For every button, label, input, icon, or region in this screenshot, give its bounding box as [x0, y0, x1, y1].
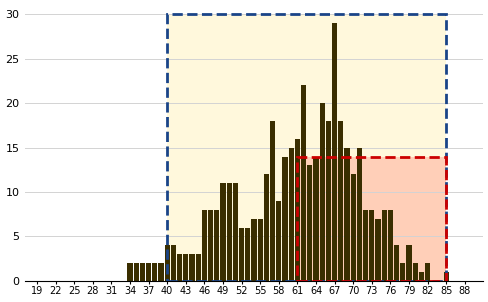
Bar	[350, 174, 355, 281]
Bar	[170, 245, 176, 281]
Bar	[140, 263, 145, 281]
Bar	[368, 210, 374, 281]
Bar	[297, 156, 446, 281]
Bar	[356, 148, 361, 281]
Bar	[399, 263, 405, 281]
Bar	[338, 121, 343, 281]
Bar	[226, 183, 231, 281]
Bar	[282, 156, 287, 281]
Bar	[167, 14, 446, 281]
Bar	[393, 245, 398, 281]
Bar	[331, 23, 337, 281]
Bar	[127, 263, 132, 281]
Bar	[297, 156, 446, 281]
Bar	[214, 210, 219, 281]
Bar	[207, 210, 213, 281]
Bar	[202, 210, 206, 281]
Bar	[294, 139, 300, 281]
Bar	[325, 121, 330, 281]
Bar	[306, 165, 312, 281]
Bar	[232, 183, 238, 281]
Bar	[319, 103, 324, 281]
Bar	[269, 121, 275, 281]
Bar	[152, 263, 157, 281]
Bar	[195, 254, 201, 281]
Bar	[288, 148, 293, 281]
Bar	[418, 272, 423, 281]
Bar	[133, 263, 139, 281]
Bar	[257, 219, 262, 281]
Bar	[189, 254, 194, 281]
Bar	[145, 263, 151, 281]
Bar	[251, 219, 256, 281]
Bar	[244, 228, 250, 281]
Bar	[158, 263, 163, 281]
Bar	[406, 245, 411, 281]
Bar	[344, 148, 349, 281]
Bar	[263, 174, 268, 281]
Bar	[239, 228, 244, 281]
Bar	[167, 14, 446, 281]
Bar	[164, 245, 169, 281]
Bar	[362, 210, 367, 281]
Bar	[183, 254, 188, 281]
Bar	[412, 263, 417, 281]
Bar	[424, 263, 429, 281]
Bar	[313, 156, 318, 281]
Bar	[300, 85, 305, 281]
Bar	[381, 210, 386, 281]
Bar	[375, 219, 380, 281]
Bar	[220, 183, 225, 281]
Bar	[443, 272, 448, 281]
Bar	[387, 210, 392, 281]
Bar	[177, 254, 182, 281]
Bar	[276, 201, 281, 281]
